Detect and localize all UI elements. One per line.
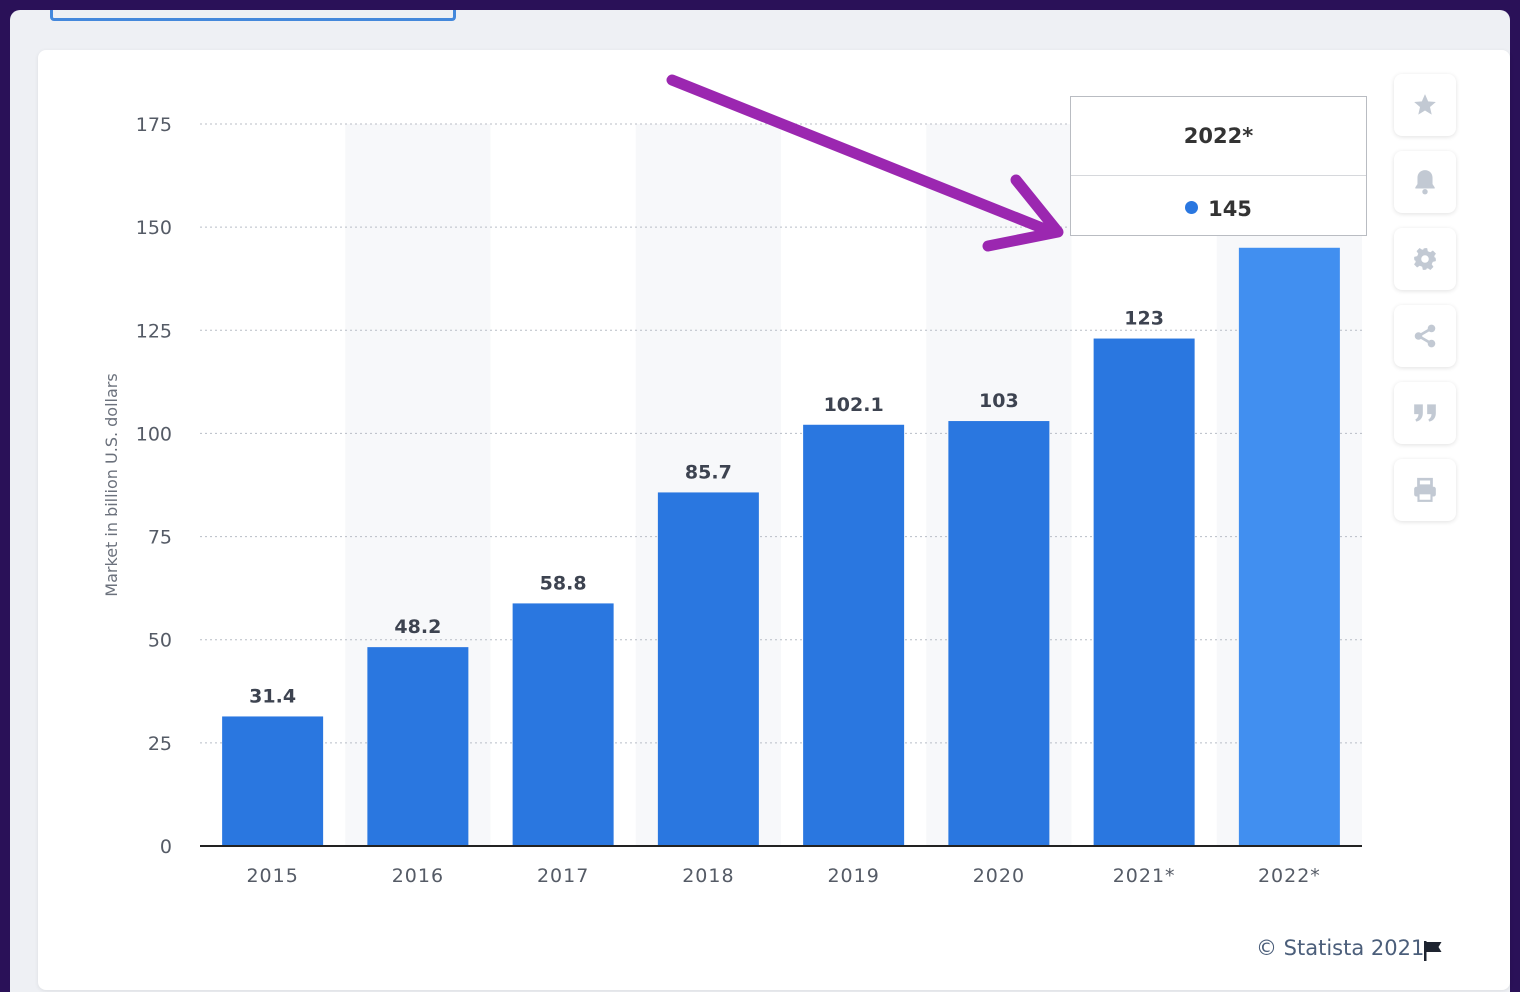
x-tick-label: 2022*	[1258, 865, 1321, 887]
y-tick-label: 25	[148, 733, 172, 755]
cite-button[interactable]	[1394, 382, 1456, 444]
x-tick-label: 2018	[682, 865, 734, 887]
x-tick-label: 2019	[827, 865, 879, 887]
x-tick-label: 2015	[246, 865, 298, 887]
star-icon	[1414, 94, 1436, 115]
bar	[1093, 338, 1195, 846]
y-tick-label: 100	[136, 423, 172, 445]
tooltip-value: 145	[1208, 197, 1252, 221]
top-link-fragment	[50, 10, 456, 21]
bars	[222, 247, 1340, 846]
bar	[512, 603, 614, 846]
bar	[803, 424, 905, 846]
x-tick-label: 2021*	[1113, 865, 1176, 887]
y-tick-label: 0	[160, 836, 172, 858]
y-axis-title: Market in billion U.S. dollars	[102, 373, 121, 596]
value-label: 102.1	[824, 394, 884, 416]
y-tick-label: 175	[136, 114, 172, 136]
tooltip: 2022* 145	[1070, 96, 1367, 236]
share-icon	[1414, 324, 1436, 348]
value-label: 123	[1124, 308, 1164, 330]
y-tick-label: 150	[136, 217, 172, 239]
x-tick-label: 2016	[392, 865, 444, 887]
print-icon	[1414, 477, 1436, 502]
y-tick-label: 75	[148, 527, 172, 549]
x-tick-label: 2020	[973, 865, 1025, 887]
tooltip-title: 2022*	[1071, 97, 1366, 176]
gear-icon	[1414, 248, 1436, 270]
share-button[interactable]	[1394, 305, 1456, 367]
favorite-button[interactable]	[1394, 74, 1456, 136]
y-tick-label: 50	[148, 630, 172, 652]
bar	[222, 716, 324, 846]
x-axis-labels: 2015 2016 2017 2018 2019 2020 2021* 2022*	[246, 865, 1321, 887]
print-button[interactable]	[1394, 459, 1456, 521]
value-labels: 31.4 48.2 58.8 85.7 102.1 103 123	[249, 308, 1164, 708]
series-dot-icon	[1185, 201, 1199, 214]
tooltip-value-row: 145	[1071, 197, 1366, 221]
source-credit[interactable]: © Statista 2021	[1256, 936, 1425, 960]
value-label: 48.2	[394, 616, 441, 638]
bar	[657, 492, 759, 846]
settings-button[interactable]	[1394, 228, 1456, 290]
y-tick-label: 125	[136, 320, 172, 342]
value-label: 85.7	[685, 461, 732, 483]
bar	[1238, 247, 1340, 846]
y-axis-ticks: 0 25 50 75 100 125 150 175	[136, 114, 172, 858]
bar	[367, 647, 469, 846]
value-label: 103	[979, 390, 1019, 412]
quote-icon	[1414, 404, 1436, 422]
value-label: 58.8	[540, 572, 587, 594]
flag-icon[interactable]	[1422, 940, 1444, 962]
bar	[948, 421, 1050, 846]
value-label: 31.4	[249, 685, 296, 707]
bell-icon	[1415, 170, 1435, 195]
notification-button[interactable]	[1394, 151, 1456, 213]
x-tick-label: 2017	[537, 865, 589, 887]
